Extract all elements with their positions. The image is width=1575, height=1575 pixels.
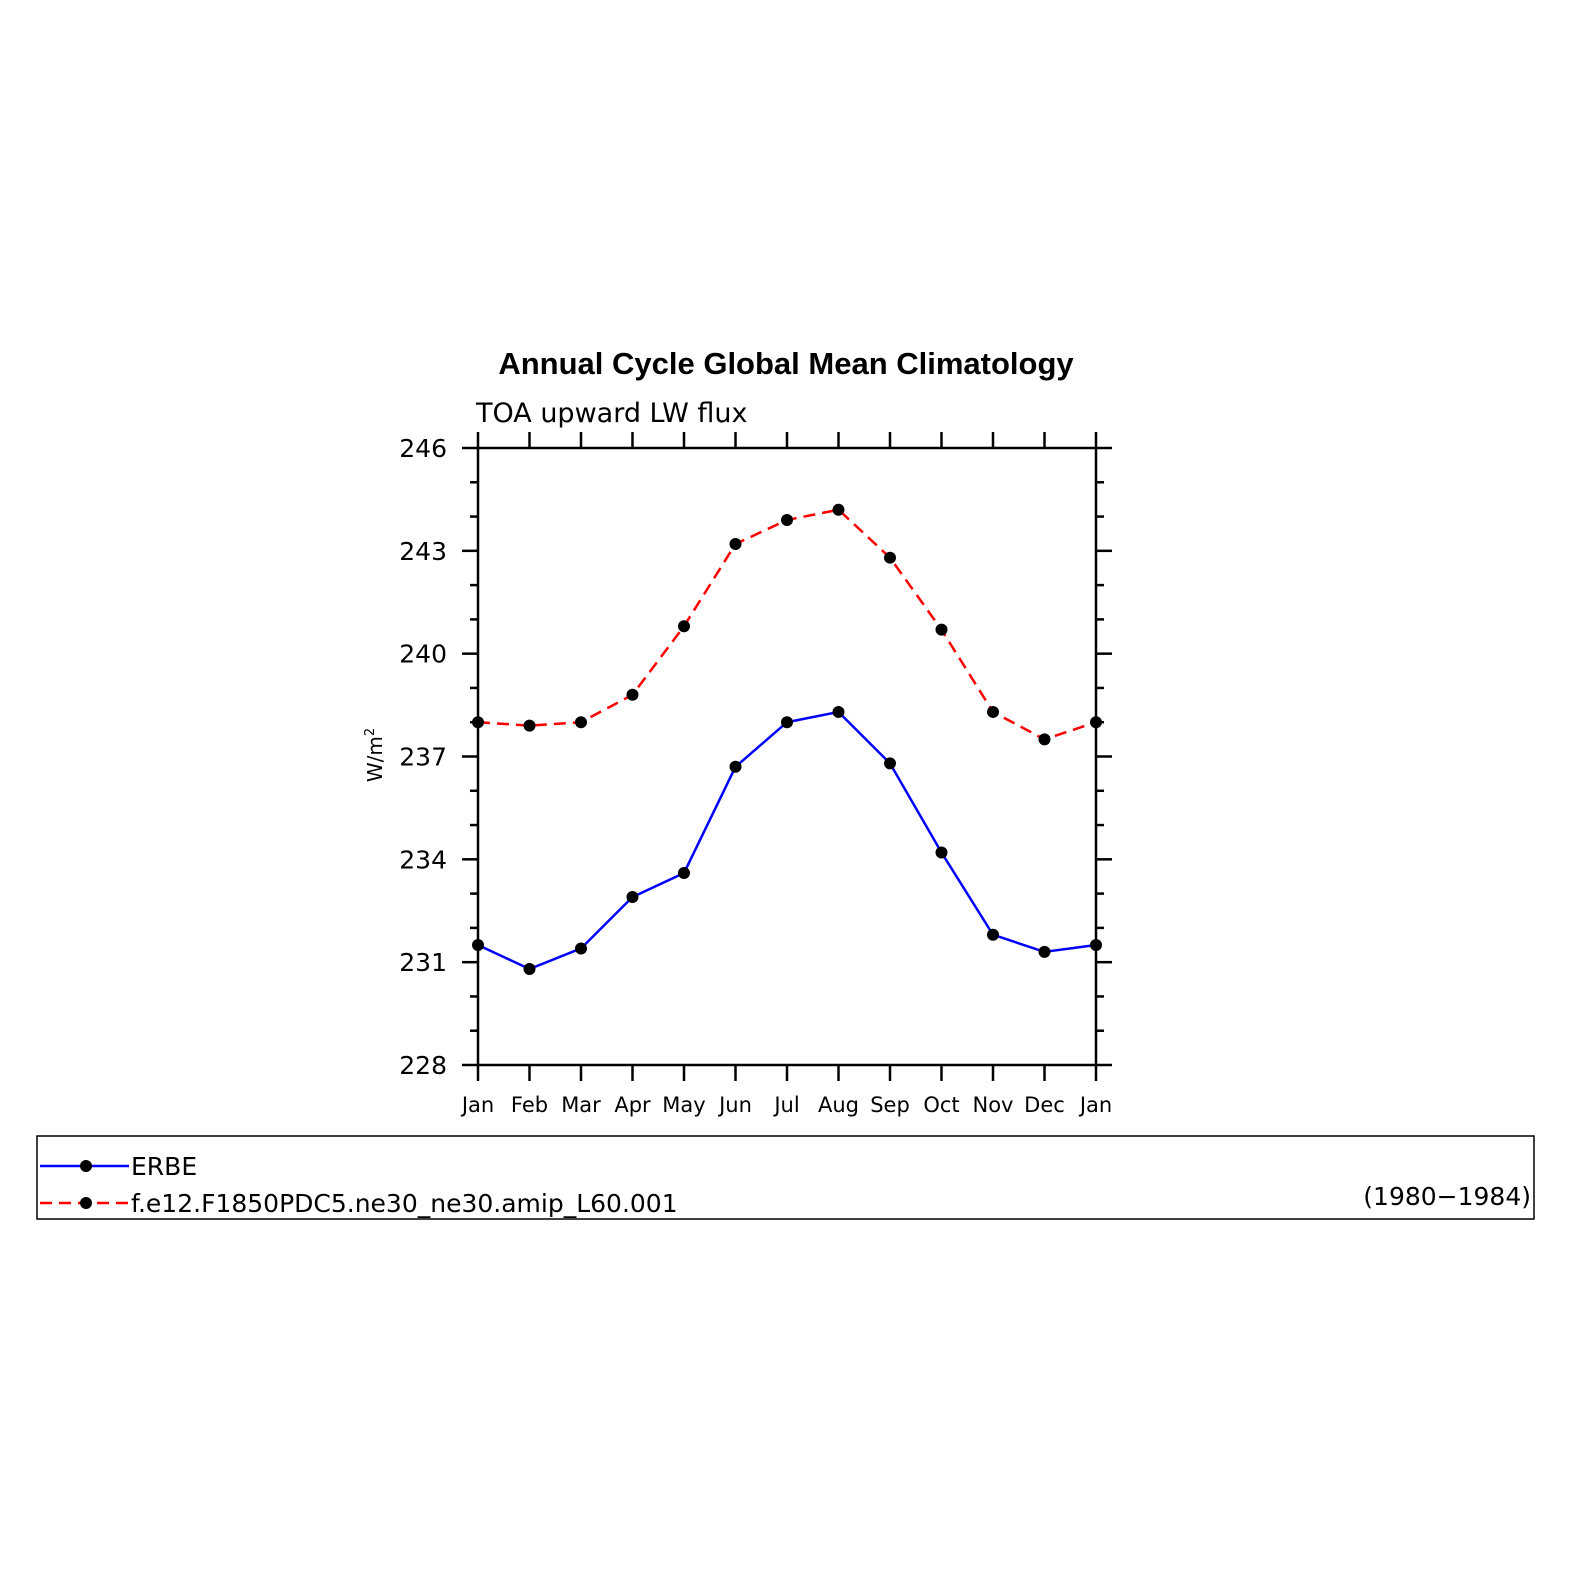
y-axis-tick-labels: 228 231 234 237 240 243 246	[399, 434, 447, 1080]
chart-title: Annual Cycle Global Mean Climatology	[498, 346, 1074, 381]
x-tick-label: Feb	[511, 1093, 548, 1117]
data-point	[1039, 733, 1051, 745]
x-tick-label: Sep	[870, 1093, 910, 1117]
data-point	[678, 620, 690, 632]
data-point	[781, 514, 793, 526]
x-tick-label: Mar	[561, 1093, 601, 1117]
y-tick-label: 237	[399, 743, 447, 772]
series-line	[478, 712, 1096, 969]
data-point	[936, 624, 948, 636]
y-axis-label-text: W/m	[363, 736, 387, 782]
data-point	[1039, 946, 1051, 958]
x-tick-label: Jul	[772, 1093, 799, 1117]
data-point	[627, 689, 639, 701]
data-point	[884, 757, 896, 769]
x-tick-label: May	[662, 1093, 705, 1117]
data-point	[884, 552, 896, 564]
x-tick-label: Jan	[460, 1093, 494, 1117]
data-point	[833, 706, 845, 718]
y-axis-ticks	[462, 448, 1112, 1065]
chart-subtitle: TOA upward LW flux	[475, 398, 748, 429]
legend-swatch-marker	[80, 1160, 92, 1172]
x-tick-label: Apr	[614, 1093, 651, 1117]
legend-entry-label: ERBE	[131, 1152, 197, 1181]
data-point	[936, 846, 948, 858]
x-axis-ticks	[478, 432, 1096, 1081]
data-point	[730, 538, 742, 550]
x-tick-label: Nov	[973, 1093, 1014, 1117]
data-point	[781, 716, 793, 728]
legend: ERBE f.e12.F1850PDC5.ne30_ne30.amip_L60.0…	[37, 1136, 1534, 1219]
y-tick-label: 243	[399, 537, 447, 566]
data-point	[987, 929, 999, 941]
data-point	[524, 720, 536, 732]
series-line	[478, 510, 1096, 740]
plot-frame	[478, 448, 1096, 1065]
data-point	[627, 891, 639, 903]
x-tick-label: Oct	[923, 1093, 959, 1117]
y-axis-label: W/m2	[363, 728, 387, 782]
legend-entry-label: f.e12.F1850PDC5.ne30_ne30.amip_L60.001	[131, 1189, 678, 1218]
data-point	[575, 942, 587, 954]
y-tick-label: 234	[399, 845, 447, 874]
y-tick-label: 240	[399, 640, 447, 669]
legend-swatch-marker	[80, 1197, 92, 1209]
data-point	[678, 867, 690, 879]
x-tick-label: Dec	[1024, 1093, 1065, 1117]
y-axis-label-superscript: 2	[363, 728, 378, 736]
series-layer	[472, 504, 1102, 975]
x-tick-label: Jun	[717, 1093, 752, 1117]
x-tick-label: Aug	[818, 1093, 859, 1117]
data-point	[575, 716, 587, 728]
legend-period-note: (1980−1984)	[1363, 1182, 1531, 1211]
data-point	[987, 706, 999, 718]
series-1	[472, 706, 1102, 975]
data-point	[730, 761, 742, 773]
y-tick-label: 231	[399, 948, 447, 977]
series-2	[472, 504, 1102, 746]
data-point	[833, 504, 845, 516]
x-tick-label: Jan	[1078, 1093, 1112, 1117]
x-axis-tick-labels: Jan Feb Mar Apr May Jun Jul Aug Sep Oct Nov Dec Jan	[460, 1093, 1112, 1117]
y-tick-label: 246	[399, 434, 447, 463]
y-tick-label: 228	[399, 1051, 447, 1080]
data-point	[524, 963, 536, 975]
